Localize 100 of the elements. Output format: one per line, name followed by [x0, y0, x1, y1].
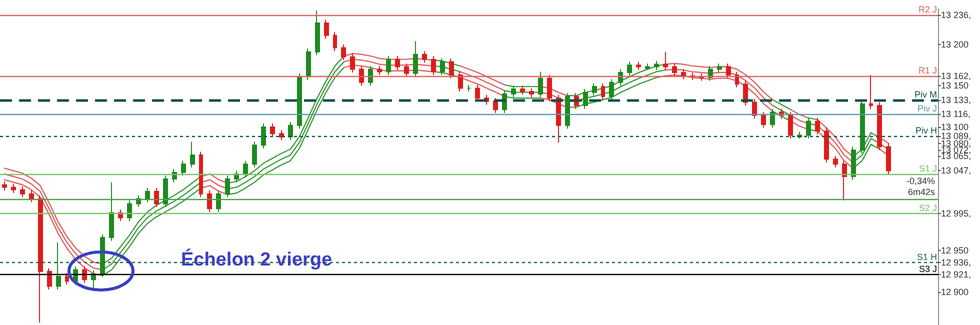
candlestick	[565, 92, 570, 130]
candlestick	[404, 62, 409, 78]
candlestick	[609, 78, 614, 100]
candlestick	[207, 190, 212, 212]
candlestick	[315, 10, 320, 56]
candlestick	[636, 61, 641, 71]
y-tick-label: 13 116,	[941, 108, 970, 119]
candlestick	[824, 127, 829, 163]
candlestick	[109, 182, 114, 242]
candlestick	[190, 141, 195, 168]
candlestick	[708, 65, 713, 82]
candlestick	[645, 62, 650, 71]
candlestick	[886, 142, 891, 175]
candlestick	[181, 160, 186, 176]
y-tick-label: 12 900	[941, 286, 969, 297]
candlestick	[860, 100, 865, 154]
candlestick	[529, 88, 534, 98]
candlestick	[601, 82, 605, 100]
candlestick	[154, 188, 159, 208]
candlestick	[752, 98, 757, 120]
candlestick	[627, 61, 632, 76]
y-tick-label: 13 047,	[941, 166, 972, 176]
candlestick	[877, 102, 882, 151]
candlestick	[717, 62, 722, 74]
candlestick	[56, 242, 61, 290]
candlestick	[431, 56, 436, 76]
candlestick	[377, 65, 382, 76]
ref-line-label: R2 J	[918, 4, 937, 14]
candlestick	[341, 44, 346, 61]
annotation: Échelon 2 vierge	[181, 248, 332, 270]
ref-line-label: S2 J	[918, 203, 937, 214]
candlestick	[324, 19, 329, 40]
ref-line-label: R1 J	[918, 65, 937, 76]
candlestick	[243, 160, 248, 178]
y-tick-label: 13 162,	[941, 70, 972, 81]
candlestick	[520, 85, 525, 96]
candlestick	[475, 84, 480, 102]
candlestick	[592, 82, 597, 96]
candlestick	[654, 60, 659, 71]
candlestick	[145, 188, 150, 203]
candlestick	[869, 74, 873, 110]
candlestick	[11, 183, 16, 194]
candlestick	[547, 74, 552, 102]
candlestick	[770, 108, 775, 128]
candlestick	[422, 50, 427, 64]
candlestick	[395, 56, 400, 71]
candlestick	[65, 272, 69, 286]
ref-line-label: S1 J	[918, 164, 937, 174]
candlestick	[735, 71, 739, 88]
candlestick	[306, 48, 311, 80]
candlestick	[333, 32, 337, 52]
candlestick	[681, 68, 686, 80]
candlestick	[458, 71, 463, 92]
candlestick	[38, 194, 43, 324]
candlestick	[252, 141, 257, 168]
y-tick-label: 12 936,	[941, 257, 972, 268]
ref-line-label: S3 J	[918, 264, 937, 274]
candlestick	[788, 112, 793, 140]
candlestick	[270, 123, 275, 138]
y-tick-label: 12 995,	[941, 208, 972, 219]
candlestick	[842, 160, 847, 201]
candlestick	[449, 58, 454, 79]
annotation: 6m42s	[908, 187, 936, 198]
candlestick	[288, 122, 293, 141]
candlestick	[350, 53, 355, 74]
ref-line-label: S1 H	[916, 252, 937, 262]
candlestick	[47, 268, 52, 290]
candlestick	[261, 123, 266, 149]
candlestick	[279, 130, 284, 141]
candlestick	[216, 190, 221, 212]
candlestick	[2, 180, 7, 192]
candlestick	[127, 200, 132, 222]
candlestick	[225, 175, 230, 198]
candlestick	[511, 85, 516, 98]
ref-line-label: Piv J	[917, 103, 937, 114]
y-tick-label: 13 150	[941, 80, 969, 91]
y-tick-label: 13 236,	[941, 10, 972, 20]
candlestick	[20, 186, 25, 198]
candlestick	[163, 175, 168, 208]
candlestick	[761, 112, 766, 128]
candlestick	[440, 58, 445, 76]
annotation: -0,34%	[906, 176, 936, 186]
y-tick-label: 13 100	[941, 122, 969, 132]
candlestick	[297, 72, 302, 130]
candlestick	[672, 62, 677, 76]
candlestick	[413, 40, 418, 78]
candlestick	[618, 68, 623, 86]
y-tick-label: 13 200	[941, 39, 969, 50]
candlestick	[368, 65, 373, 86]
candlestick	[663, 51, 668, 71]
candlestick	[583, 88, 588, 110]
candlestick	[386, 56, 391, 76]
candlestick	[82, 266, 87, 284]
ref-line-label: Piv H	[915, 126, 937, 136]
candlestick	[726, 62, 731, 79]
candlestick	[199, 151, 203, 198]
candlestick	[29, 190, 34, 203]
candlestick	[815, 117, 820, 135]
candlestick	[538, 71, 543, 98]
y-tick-label: 13 089,	[941, 131, 972, 142]
